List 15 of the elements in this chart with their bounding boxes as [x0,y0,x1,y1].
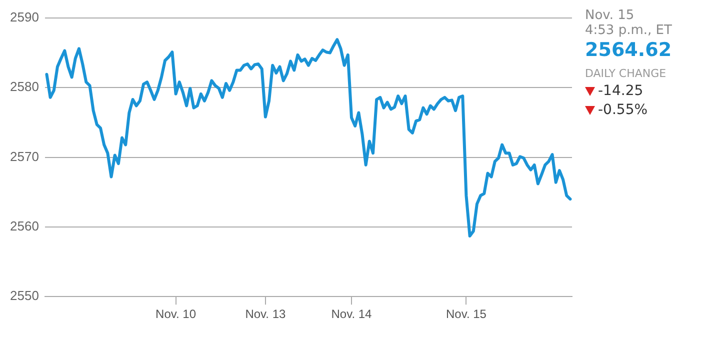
text: 2564.62 [585,39,672,61]
y-tick-label: 2570 [10,148,39,164]
y-tick-label: 2590 [10,10,39,25]
text: -0.55% [598,101,648,120]
text: 4:53 p.m., ET [585,23,672,38]
y-tick-label: 2550 [10,288,39,304]
x-tick-label: Nov. 14 [331,307,372,322]
text: -14.25 [598,82,644,101]
text: Nov. 15 [585,8,634,23]
x-tick-label: Nov. 10 [156,307,196,322]
x-tick-label: Nov. 15 [446,307,487,322]
text: DAILY CHANGE [585,67,666,80]
y-tick-label: 2580 [10,79,39,94]
y-tick-label: 2560 [10,218,39,234]
x-tick-label: Nov. 13 [245,307,286,322]
